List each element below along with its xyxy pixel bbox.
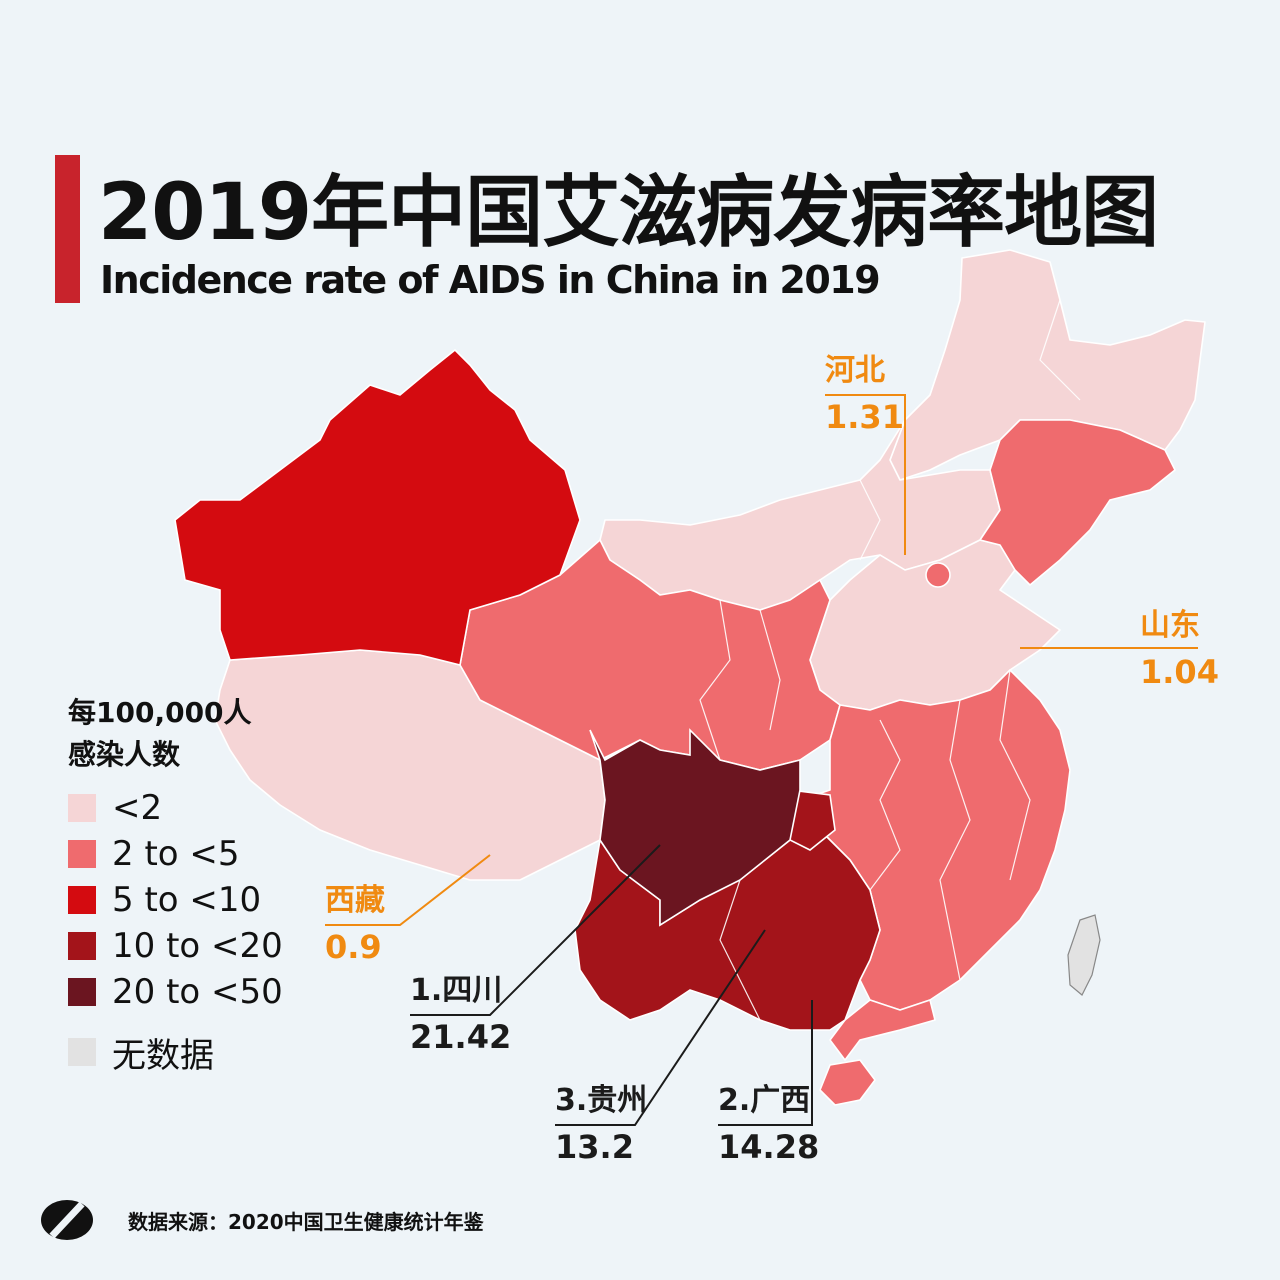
- legend-title-line2: 感染人数: [68, 738, 181, 771]
- legend-swatch: [68, 978, 96, 1006]
- callout-guizhou-value: 13.2: [555, 1128, 634, 1166]
- callout-xizang: 西藏 0.9: [325, 878, 385, 970]
- legend-label: 10 to <20: [112, 926, 283, 966]
- region-xinjiang: [174, 348, 581, 666]
- region-beijing: [925, 562, 951, 588]
- leader-xizang: [325, 854, 491, 926]
- leader-guizhou: [555, 929, 766, 1126]
- legend-title-line1: 每100,000人: [68, 696, 252, 729]
- region-jilin-liaoning: [979, 419, 1176, 586]
- leader-hebei: [825, 394, 906, 555]
- callout-guangxi-value: 14.28: [718, 1128, 820, 1166]
- legend: <2 2 to <5 5 to <10 10 to <20 20 to <50 …: [68, 785, 283, 1076]
- callout-guizhou-name: 3.贵州: [555, 1083, 648, 1118]
- legend-swatch: [68, 886, 96, 914]
- brand-logo-icon: [41, 1200, 93, 1240]
- leader-guangxi: [718, 1000, 813, 1126]
- callout-shandong-value: 1.04: [1140, 653, 1219, 691]
- page-subtitle: Incidence rate of AIDS in China in 2019: [100, 258, 881, 302]
- callout-hebei-value: 1.31: [825, 398, 904, 436]
- page-title: 2019年中国艾滋病发病率地图: [98, 168, 1159, 258]
- legend-swatch: [68, 840, 96, 868]
- legend-label: <2: [112, 788, 163, 828]
- region-hainan: [819, 1059, 876, 1106]
- callout-hebei-name: 河北: [825, 353, 885, 388]
- callout-guangxi: 2.广西 14.28: [718, 1078, 819, 1170]
- legend-title: 每100,000人 感染人数: [68, 692, 252, 776]
- data-source: 数据来源：2020中国卫生健康统计年鉴: [128, 1210, 484, 1234]
- legend-label: 5 to <10: [112, 880, 262, 920]
- title-accent-bar: [55, 155, 80, 303]
- legend-swatch: [68, 932, 96, 960]
- legend-item-20-50: 20 to <50: [68, 969, 283, 1015]
- callout-hebei: 河北 1.31: [825, 348, 904, 440]
- legend-item-no-data: 无数据: [68, 1029, 283, 1076]
- callout-sichuan: 1.四川 21.42: [410, 968, 511, 1060]
- region-taiwan: [1067, 914, 1101, 996]
- callout-guangxi-name: 2.广西: [718, 1083, 811, 1118]
- legend-swatch: [68, 1038, 96, 1066]
- legend-label: 2 to <5: [112, 834, 240, 874]
- leader-sichuan: [410, 844, 661, 1016]
- callout-guizhou: 3.贵州 13.2: [555, 1078, 647, 1170]
- legend-swatch: [68, 794, 96, 822]
- callout-xizang-name: 西藏: [325, 883, 385, 918]
- legend-item-lt2: <2: [68, 785, 283, 831]
- region-sichuan: [589, 728, 801, 927]
- legend-item-2-5: 2 to <5: [68, 831, 283, 877]
- callout-sichuan-value: 21.42: [410, 1018, 512, 1056]
- legend-label: 无数据: [112, 1035, 214, 1076]
- callout-shandong: 山东 1.04: [1140, 603, 1219, 695]
- callout-sichuan-name: 1.四川: [410, 973, 503, 1008]
- legend-label: 20 to <50: [112, 972, 283, 1012]
- legend-item-10-20: 10 to <20: [68, 923, 283, 969]
- region-guangdong: [829, 999, 936, 1061]
- callout-shandong-name: 山东: [1140, 608, 1200, 643]
- callout-xizang-value: 0.9: [325, 928, 382, 966]
- legend-item-5-10: 5 to <10: [68, 877, 283, 923]
